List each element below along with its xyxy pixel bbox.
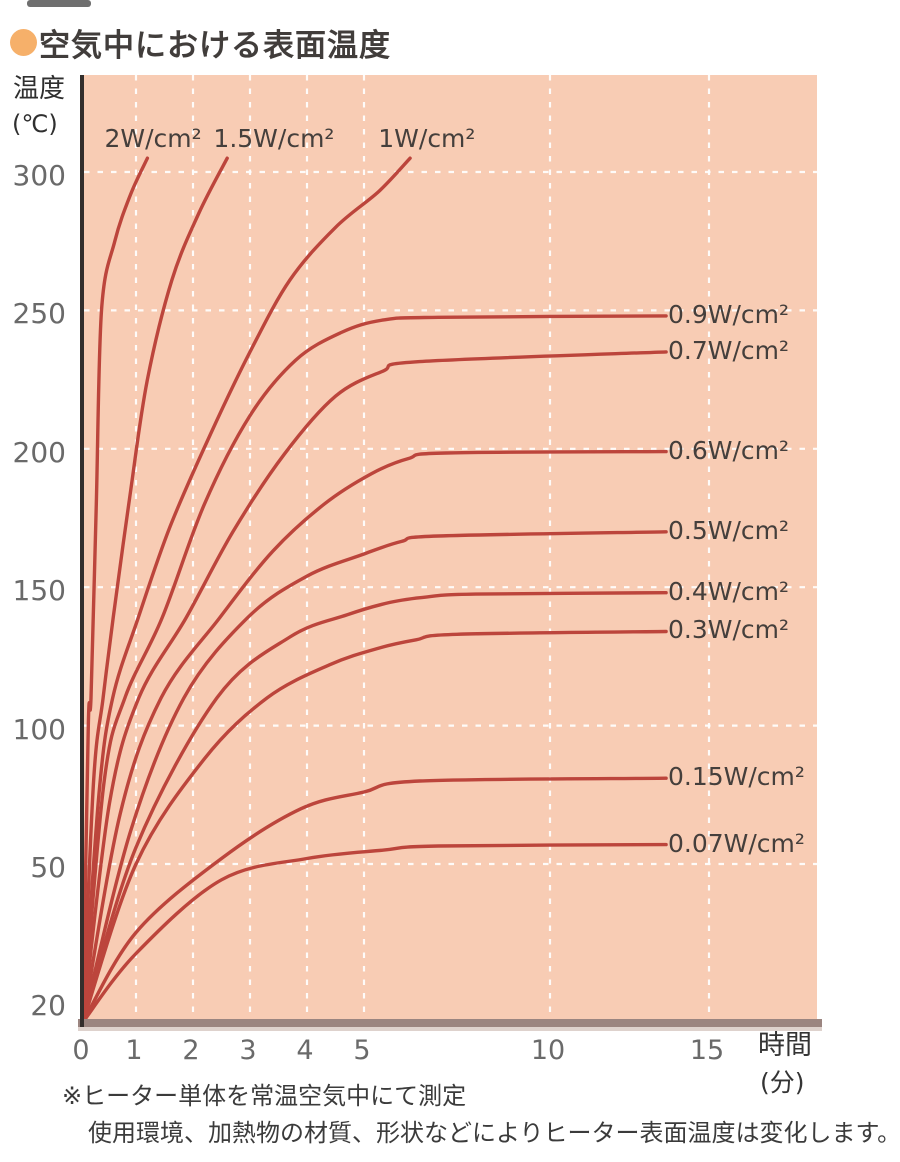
x-axis-bar [78, 1019, 822, 1027]
y-tick-100: 100 [12, 712, 66, 746]
x-tick-3: 3 [239, 1035, 257, 1066]
y-tick-200: 200 [12, 435, 66, 469]
chart-header: 空気中における表面温度 [10, 20, 391, 65]
x-tick-10: 10 [530, 1035, 566, 1066]
curve-0.3W/cm² [81, 629, 668, 1024]
y-tick-300: 300 [12, 159, 66, 192]
x-tick-5: 5 [353, 1035, 371, 1066]
series-label-0.3W/cm²: 0.3W/cm² [668, 615, 790, 645]
footnote-measurement-condition: ※ヒーター単体を常温空気中にて測定 [62, 1082, 467, 1110]
curve-0.6W/cm² [81, 449, 668, 1024]
curve-0.15W/cm² [81, 776, 668, 1024]
series-label-0.4W/cm²: 0.4W/cm² [668, 576, 790, 606]
y-tick-50: 50 [30, 851, 66, 884]
series-label-0.5W/cm²: 0.5W/cm² [668, 515, 790, 545]
curve-0.07W/cm² [81, 842, 668, 1024]
y-tick-20: 20 [30, 989, 66, 1022]
series-label-0.7W/cm²: 0.7W/cm² [668, 335, 790, 365]
x-tick-4: 4 [296, 1035, 314, 1066]
series-label-0.9W/cm²: 0.9W/cm² [668, 299, 790, 329]
chart-title: 空気中における表面温度 [39, 28, 391, 64]
y-axis-name: 温度 [13, 74, 66, 104]
curve-1.5W/cm² [81, 156, 229, 1024]
x-tick-2: 2 [182, 1035, 200, 1066]
curve-1W/cm² [81, 156, 412, 1024]
y-axis-line [80, 75, 84, 1027]
orange-bullet-icon [10, 29, 37, 56]
x-tick-1: 1 [125, 1035, 143, 1066]
scan-artifact [27, 0, 91, 7]
series-label-2W/cm²: 2W/cm² [104, 124, 202, 153]
y-tick-250: 250 [12, 297, 66, 331]
series-label-0.07W/cm²: 0.07W/cm² [668, 828, 805, 858]
series-label-1.5W/cm²: 1.5W/cm² [213, 124, 335, 153]
y-tick-150: 150 [12, 574, 66, 608]
x-axis-bar-shadow [78, 1027, 822, 1031]
footnote-disclaimer: 使用環境、加熱物の材質、形状などによりヒーター表面温度は変化します。 [88, 1119, 900, 1147]
y-axis-unit: (℃) [12, 110, 58, 138]
series-label-0.6W/cm²: 0.6W/cm² [668, 435, 790, 465]
series-label-1W/cm²: 1W/cm² [378, 124, 476, 153]
series-label-0.15W/cm²: 0.15W/cm² [668, 762, 805, 792]
curve-0.4W/cm² [81, 591, 668, 1024]
x-tick-15: 15 [689, 1035, 725, 1066]
curve-0.5W/cm² [81, 530, 668, 1024]
x-axis-name: 時間 [758, 1030, 812, 1061]
x-axis-unit: (分) [760, 1068, 805, 1097]
curve-0.7W/cm² [81, 350, 668, 1024]
x-tick-0: 0 [72, 1035, 90, 1066]
curve-2W/cm² [81, 156, 150, 1024]
curve-0.9W/cm² [81, 314, 668, 1024]
